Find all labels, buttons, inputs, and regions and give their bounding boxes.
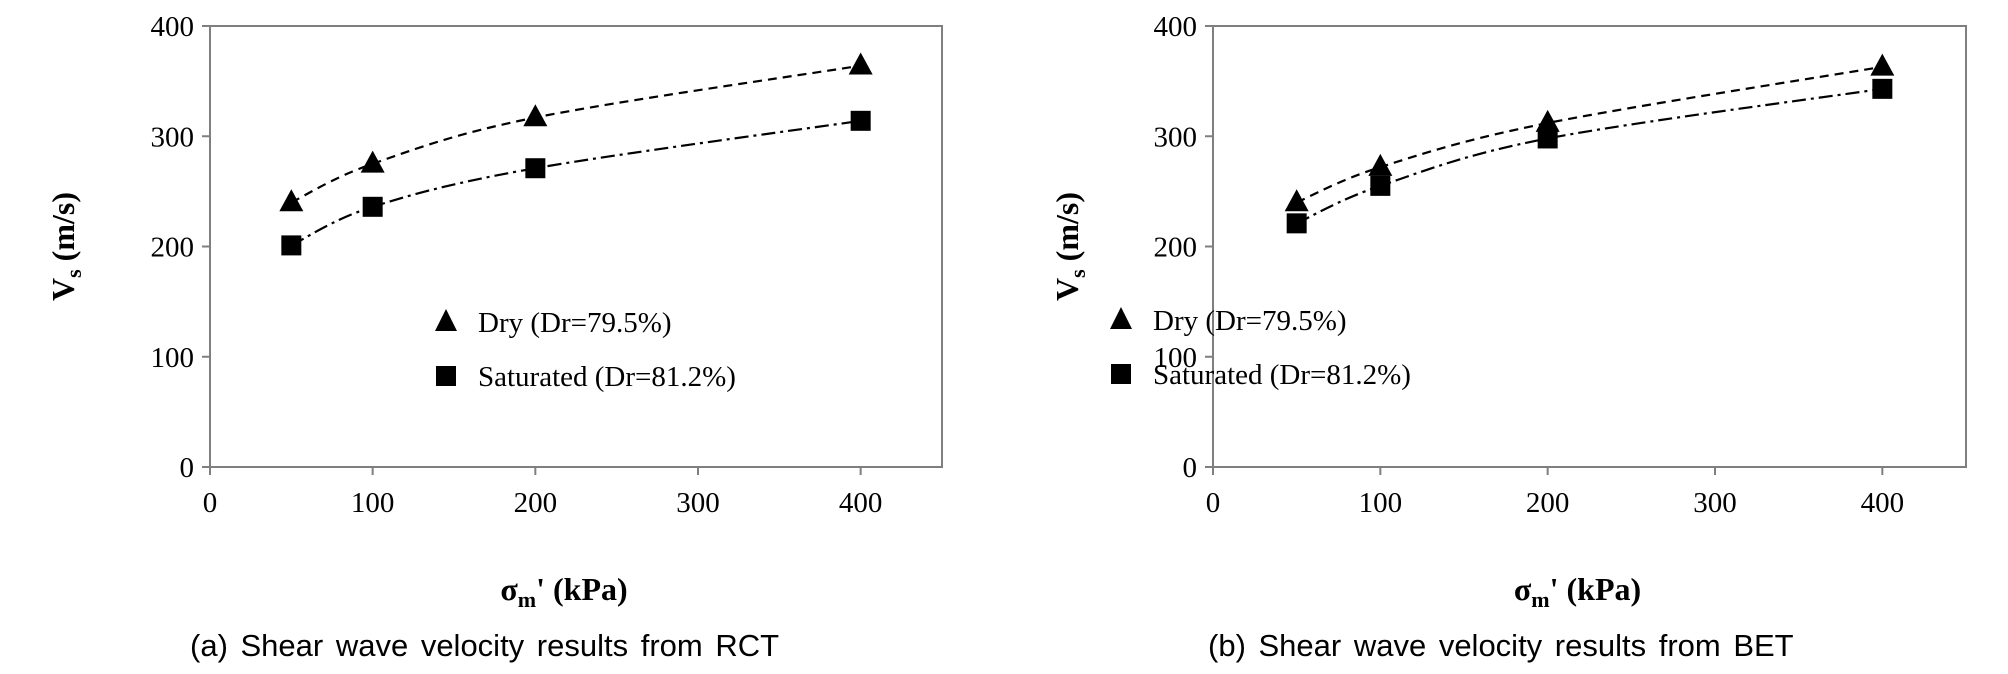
x-tick-label: 300 [676, 487, 720, 519]
trend-line [290, 119, 861, 247]
data-point-square [362, 196, 383, 217]
data-point-square [1537, 128, 1558, 149]
data-point-triangle [1368, 153, 1393, 176]
legend-marker-triangle [1110, 307, 1132, 329]
x-tick-label: 200 [514, 487, 558, 519]
data-point-triangle [1870, 53, 1895, 76]
legend-label: Dry (Dr=79.5%) [478, 307, 672, 339]
y-tick-label: 0 [180, 452, 195, 484]
data-point-square [1286, 213, 1307, 234]
legend-label: Saturated (Dr=81.2%) [478, 361, 736, 393]
x-tick-label: 400 [1861, 487, 1905, 519]
data-point-square [281, 235, 302, 256]
x-tick-label: 100 [351, 487, 395, 519]
data-point-square [1370, 175, 1391, 196]
data-point-square [1872, 78, 1893, 99]
x-tick-label: 300 [1693, 487, 1737, 519]
chart-rct: 0 100 200 300 400 0 100 200 300 400 σm' (kPa) Vs (m… [45, 11, 943, 612]
caption-rct: (a) Shear wave velocity results from RCT [190, 628, 780, 663]
y-tick-label: 300 [151, 121, 195, 153]
data-point-triangle [848, 52, 873, 75]
data-point-triangle [1535, 109, 1560, 132]
trend-line [1296, 87, 1883, 225]
y-tick-label: 100 [1154, 342, 1198, 374]
legend-marker-square [436, 366, 456, 386]
data-point-square [525, 158, 546, 179]
trend-line [290, 64, 861, 204]
x-axis-label: σm' (kPa) [500, 571, 627, 612]
x-tick-label: 400 [839, 487, 883, 519]
y-tick-label: 0 [1183, 452, 1198, 484]
legend-label: Saturated (Dr=81.2%) [1153, 359, 1411, 391]
data-point-triangle [523, 104, 548, 127]
x-tick-label: 0 [203, 487, 218, 519]
data-point-triangle [1284, 189, 1309, 212]
y-tick-label: 200 [1154, 232, 1198, 264]
y-tick-label: 300 [1154, 121, 1198, 153]
y-tick-label: 100 [151, 342, 195, 374]
x-axis-label: σm' (kPa) [1514, 571, 1641, 612]
y-axis-label: Vs (m/s) [45, 192, 86, 301]
data-point-square [850, 110, 871, 131]
caption-bet: (b) Shear wave velocity results from BET [1208, 628, 1794, 663]
legend-label: Dry (Dr=79.5%) [1153, 305, 1347, 337]
x-tick-label: 0 [1206, 487, 1221, 519]
y-tick-label: 400 [1154, 11, 1198, 43]
legend-marker-triangle [435, 309, 457, 331]
data-point-triangle [360, 150, 385, 173]
y-axis-label: Vs (m/s) [1049, 192, 1090, 301]
y-tick-label: 400 [151, 11, 195, 43]
y-tick-label: 200 [151, 232, 195, 264]
chart-bet: 0 100 200 300 400 0 100 200 300 400 σm' (kPa) Vs (m… [1049, 11, 1967, 612]
x-tick-label: 100 [1359, 487, 1403, 519]
x-tick-label: 200 [1526, 487, 1570, 519]
data-point-triangle [279, 189, 304, 212]
plot-frame [209, 25, 943, 468]
legend-marker-square [1111, 364, 1131, 384]
